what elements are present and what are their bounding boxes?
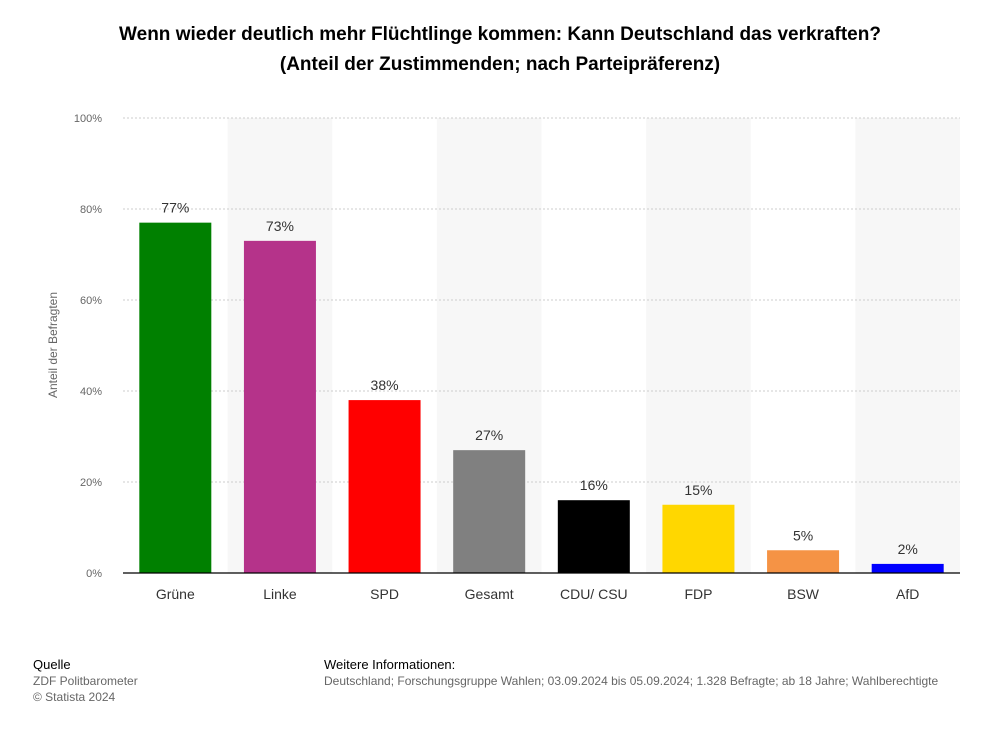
y-tick-label: 20% xyxy=(80,477,102,489)
bar xyxy=(557,500,630,573)
bar-value-label: 38% xyxy=(371,377,399,393)
x-category-label: AfD xyxy=(896,586,919,602)
column-band xyxy=(646,118,751,573)
y-tick-label: 40% xyxy=(80,386,102,398)
bar xyxy=(767,550,840,573)
x-category-label: FDP xyxy=(684,586,712,602)
bar xyxy=(871,563,944,573)
bar xyxy=(139,222,212,573)
x-category-label: Gesamt xyxy=(465,586,514,602)
chart-title-block: Wenn wieder deutlich mehr Flüchtlinge ko… xyxy=(0,20,1000,80)
bar-value-label: 5% xyxy=(793,527,813,543)
x-category-label: CDU/ CSU xyxy=(560,586,628,602)
bar xyxy=(662,504,735,573)
chart-title: Wenn wieder deutlich mehr Flüchtlinge ko… xyxy=(119,24,881,45)
x-category-label: Linke xyxy=(263,586,297,602)
bar xyxy=(453,450,526,573)
info-heading: Weitere Informationen: xyxy=(324,657,456,672)
source-line-2: © Statista 2024 xyxy=(33,690,116,704)
source-block: Quelle ZDF Politbarometer © Statista 202… xyxy=(33,657,138,705)
bar-value-label: 2% xyxy=(898,541,918,557)
x-category-label: SPD xyxy=(370,586,399,602)
bar-value-label: 27% xyxy=(475,427,503,443)
y-axis-title: Anteil der Befragten xyxy=(46,292,60,398)
x-category-label: Grüne xyxy=(156,586,195,602)
info-block: Weitere Informationen: Deutschland; Fors… xyxy=(324,657,938,689)
bar xyxy=(243,240,316,573)
y-tick-label: 100% xyxy=(74,113,102,125)
source-line-1: ZDF Politbarometer xyxy=(33,674,138,688)
y-tick-label: 80% xyxy=(80,204,102,216)
y-tick-label: 60% xyxy=(80,295,102,307)
column-band xyxy=(855,118,960,573)
info-text: Deutschland; Forschungsgruppe Wahlen; 03… xyxy=(324,674,939,688)
y-tick-label: 0% xyxy=(86,568,102,580)
bar-value-label: 73% xyxy=(266,218,294,234)
bar-value-label: 16% xyxy=(580,477,608,493)
bar-chart: 0% 20% 40% 60% 80% 100% 77% Grüne 73% Linke 38% SPD… xyxy=(46,113,960,602)
bar-value-label: 77% xyxy=(161,200,189,216)
source-heading: Quelle xyxy=(33,657,71,672)
chart-subtitle: (Anteil der Zustimmenden; nach Parteiprä… xyxy=(279,54,721,75)
bar-value-label: 15% xyxy=(684,482,712,498)
x-category-label: BSW xyxy=(787,586,820,602)
bar xyxy=(348,400,421,573)
